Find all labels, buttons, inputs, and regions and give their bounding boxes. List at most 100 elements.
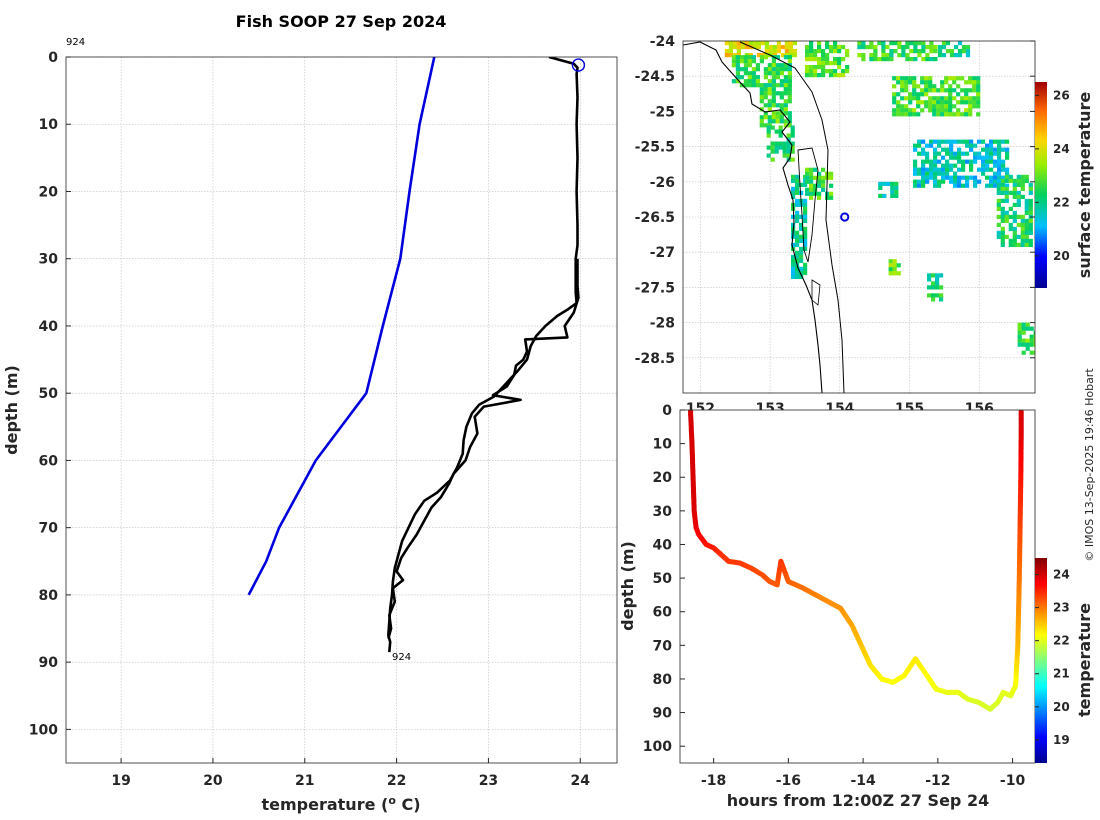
sst-pixel <box>743 55 748 60</box>
sst-pixel <box>968 76 973 81</box>
sst-pixel <box>829 171 834 176</box>
sst-pixel <box>933 49 938 54</box>
sst-pixel <box>803 214 808 219</box>
sst-pixel <box>957 139 962 144</box>
sst-pixel <box>736 45 741 50</box>
sst-pixel <box>813 167 818 172</box>
sst-pixel <box>952 80 957 85</box>
sst-pixel <box>759 91 764 96</box>
sst-pixel <box>948 88 953 93</box>
sst-pixel <box>921 139 926 144</box>
sst-pixel <box>896 263 901 268</box>
sst-pixel <box>821 183 826 188</box>
sst-pixel <box>908 108 913 113</box>
map-position-marker <box>840 212 850 222</box>
sst-pixel <box>778 133 783 138</box>
sst-pixel <box>1029 326 1034 331</box>
sst-pixel <box>965 143 970 148</box>
sst-pixel <box>940 108 945 113</box>
sst-pixel <box>996 230 1001 235</box>
sst-pixel <box>774 141 779 146</box>
sst-pixel <box>841 69 846 74</box>
annotation-top: 924 <box>66 37 85 48</box>
sst-pixel <box>920 92 925 97</box>
sst-pixel <box>771 79 776 84</box>
sst-pixel <box>920 80 925 85</box>
sst-pixel <box>917 171 922 176</box>
sst-pixel <box>901 49 906 54</box>
sst-pixel <box>747 59 752 64</box>
sst-pixel <box>1024 230 1029 235</box>
sst-pixel <box>908 100 913 105</box>
sst-pixel <box>747 83 752 88</box>
sst-pixel <box>829 45 834 50</box>
sst-pixel <box>968 80 973 85</box>
sst-pixel <box>817 195 822 200</box>
sst-pixel <box>912 76 917 81</box>
section-ytick-label: 60 <box>653 605 673 621</box>
sst-pixel <box>968 88 973 93</box>
sst-pixel <box>896 271 901 276</box>
sst-pixel <box>1012 190 1017 195</box>
sst-pixel <box>957 179 962 184</box>
sst-pixel <box>939 273 944 278</box>
sst-pixel <box>779 63 784 68</box>
sst-pixel <box>932 84 937 89</box>
sst-pixel <box>890 189 895 194</box>
sst-pixel <box>1024 198 1029 203</box>
sst-pixel <box>795 266 800 271</box>
sst-pixel <box>965 183 970 188</box>
section-panel: -18 -16 -14 -12 -10 0 10 20 30 40 50 60 70 80 90 100 ho… <box>618 403 1094 810</box>
sst-pixel <box>1020 186 1025 191</box>
sst-pixel <box>799 226 804 231</box>
map-panel: 152 153 154 155 156-24-24.5-25-25.5-26-26.5-… <box>635 34 1094 417</box>
sst-pixel <box>969 143 974 148</box>
sst-pixel <box>809 73 814 78</box>
sst-pixel <box>791 178 796 183</box>
sst-pixel <box>925 155 930 160</box>
sst-pixel <box>917 139 922 144</box>
sst-pixel <box>892 112 897 117</box>
sst-pixel <box>1004 234 1009 239</box>
sst-pixel <box>728 41 733 46</box>
sst-pixel <box>952 112 957 117</box>
sst-pixel <box>932 112 937 117</box>
profile-ytick-label: 40 <box>39 319 59 335</box>
sst-pixel <box>774 149 779 154</box>
sst-pixel <box>732 45 737 50</box>
sst-pixel <box>916 92 921 97</box>
sst-pixel <box>1028 218 1033 223</box>
sst-pixel <box>968 100 973 105</box>
sst-pixel <box>945 41 951 46</box>
sst-pixel <box>945 167 950 172</box>
sst-pixel <box>900 80 905 85</box>
sst-pixel <box>739 55 744 60</box>
sst-pixel <box>929 171 934 176</box>
sst-pixel <box>892 84 897 89</box>
sst-pixel <box>928 76 933 81</box>
sst-pixel <box>921 167 926 172</box>
sst-pixel <box>944 108 949 113</box>
sst-pixel <box>937 171 942 176</box>
sst-pixel <box>997 155 1002 160</box>
sst-pixel <box>944 80 949 85</box>
sst-pixel <box>735 79 740 84</box>
sst-pixel <box>775 91 780 96</box>
section-xtick-label: -12 <box>925 773 950 789</box>
sst-pixel <box>763 67 768 72</box>
sst-pixel <box>921 41 926 46</box>
sst-pixel <box>908 92 913 97</box>
sst-pixel <box>908 96 913 101</box>
section-colorbar-tick-label: 23 <box>1053 601 1070 615</box>
sst-pixel <box>767 67 772 72</box>
sst-pixel <box>1028 242 1033 247</box>
sst-pixel <box>821 73 826 78</box>
sst-pixel <box>973 143 978 148</box>
sst-pixel <box>1024 238 1029 243</box>
profile-ytick-label: 50 <box>39 386 59 402</box>
sst-pixel <box>913 45 918 50</box>
sst-pixel <box>948 100 953 105</box>
sst-pixel <box>1012 234 1017 239</box>
sst-pixel <box>755 63 760 68</box>
sst-pixel <box>944 96 949 101</box>
